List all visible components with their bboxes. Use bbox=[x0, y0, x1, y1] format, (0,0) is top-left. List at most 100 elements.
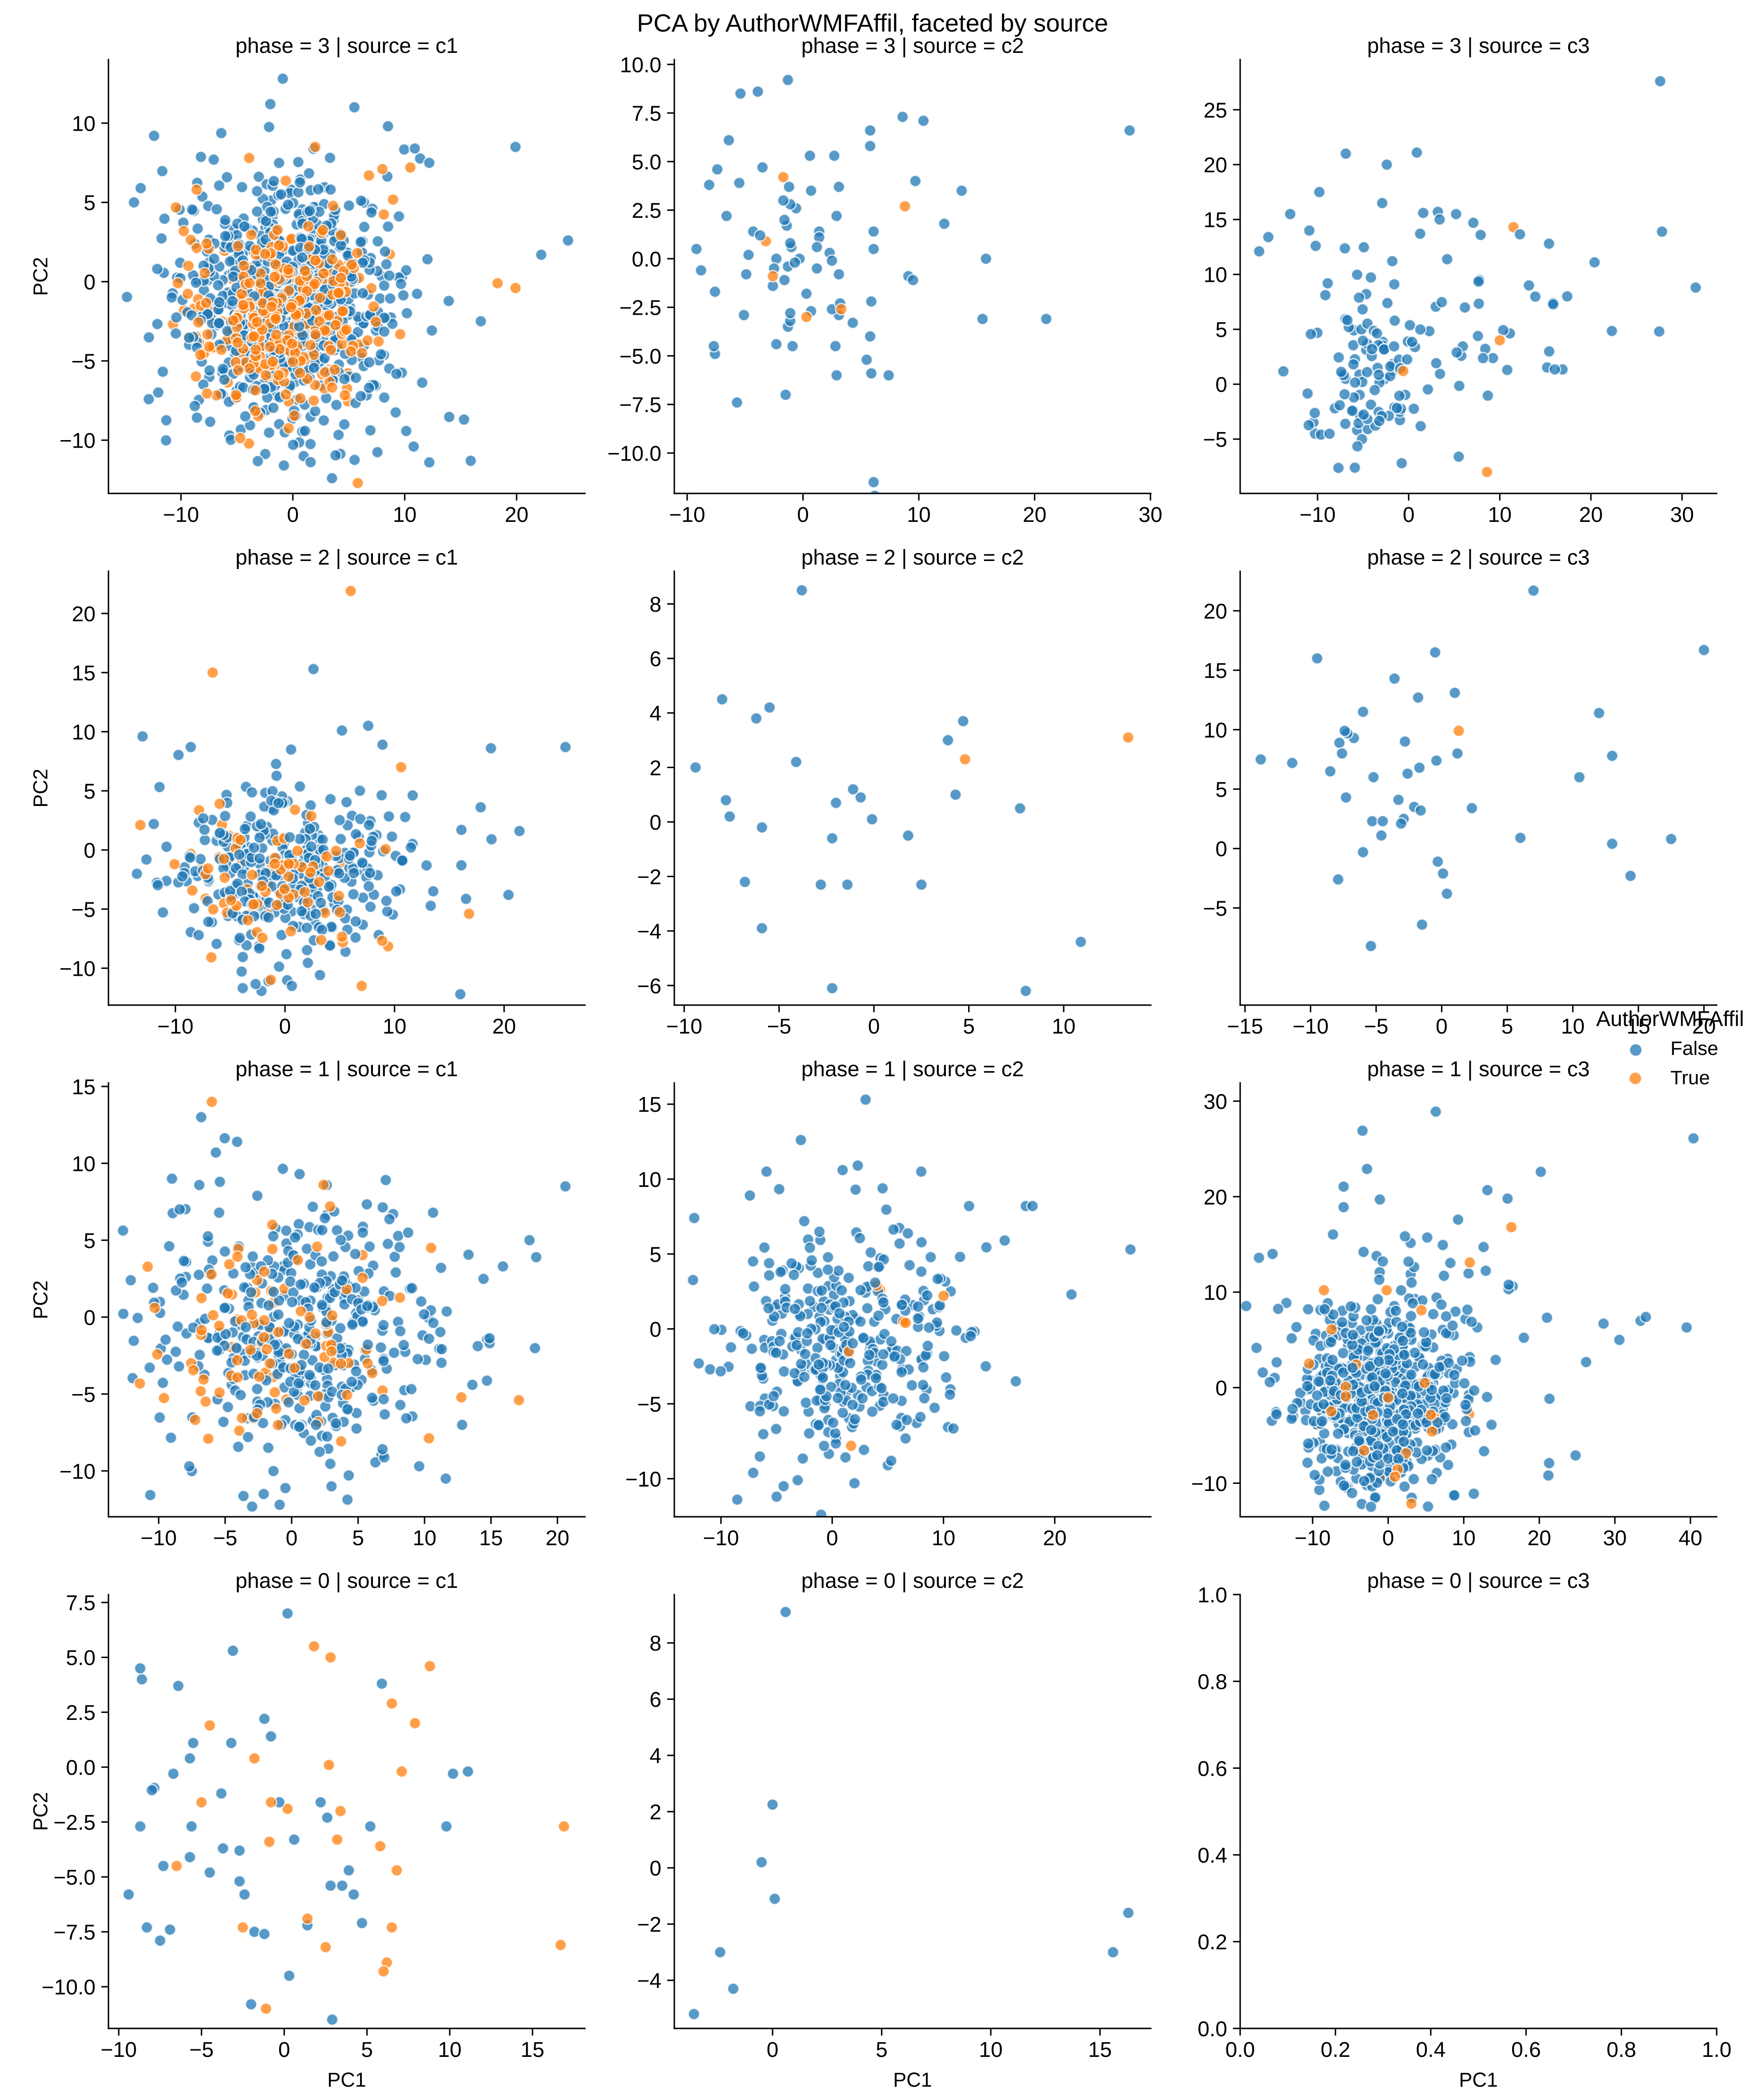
svg-text:20: 20 bbox=[1527, 1527, 1551, 1550]
svg-text:7.5: 7.5 bbox=[632, 102, 661, 126]
svg-text:1.0: 1.0 bbox=[1197, 1583, 1227, 1607]
svg-text:0.6: 0.6 bbox=[1511, 2038, 1541, 2062]
svg-text:−10.0: −10.0 bbox=[608, 442, 661, 466]
svg-text:15: 15 bbox=[72, 661, 96, 685]
svg-text:PC2: PC2 bbox=[29, 1280, 52, 1319]
svg-text:phase = 2 | source = c1: phase = 2 | source = c1 bbox=[236, 546, 458, 569]
svg-text:−10: −10 bbox=[669, 503, 705, 527]
svg-text:0: 0 bbox=[649, 811, 661, 834]
svg-text:2: 2 bbox=[649, 1801, 661, 1824]
svg-text:10: 10 bbox=[1052, 1015, 1075, 1038]
svg-text:25: 25 bbox=[1204, 99, 1227, 122]
svg-text:−10: −10 bbox=[60, 429, 96, 453]
svg-text:−5: −5 bbox=[767, 1015, 791, 1038]
svg-text:0: 0 bbox=[278, 2038, 290, 2062]
svg-text:0.0: 0.0 bbox=[632, 248, 661, 271]
svg-text:20: 20 bbox=[72, 602, 96, 626]
svg-text:−7.5: −7.5 bbox=[619, 393, 661, 417]
svg-text:5: 5 bbox=[352, 1527, 364, 1550]
svg-text:5: 5 bbox=[876, 2038, 888, 2062]
svg-text:10: 10 bbox=[72, 112, 96, 136]
svg-text:6: 6 bbox=[649, 648, 661, 671]
svg-text:PC2: PC2 bbox=[29, 257, 52, 296]
svg-text:10: 10 bbox=[932, 1527, 955, 1550]
svg-text:−10: −10 bbox=[666, 1015, 702, 1038]
svg-text:20: 20 bbox=[1204, 600, 1227, 623]
svg-text:40: 40 bbox=[1678, 1527, 1702, 1550]
svg-text:−5: −5 bbox=[71, 1383, 96, 1407]
svg-text:1.0: 1.0 bbox=[1702, 2038, 1732, 2062]
svg-text:0: 0 bbox=[649, 1857, 661, 1880]
svg-text:−4: −4 bbox=[637, 920, 661, 944]
svg-text:10: 10 bbox=[1204, 1281, 1227, 1305]
svg-text:−5: −5 bbox=[1203, 897, 1227, 921]
svg-text:5: 5 bbox=[84, 1229, 96, 1253]
svg-text:−10: −10 bbox=[60, 957, 96, 981]
svg-text:15: 15 bbox=[638, 1093, 661, 1117]
svg-text:30: 30 bbox=[1204, 1090, 1227, 1114]
svg-text:10: 10 bbox=[72, 1152, 96, 1176]
svg-text:0.2: 0.2 bbox=[1321, 2038, 1350, 2062]
svg-text:phase = 0 | source = c2: phase = 0 | source = c2 bbox=[801, 1569, 1024, 1593]
svg-text:10: 10 bbox=[1204, 719, 1227, 742]
svg-text:10: 10 bbox=[72, 721, 96, 744]
svg-text:20: 20 bbox=[492, 1015, 516, 1038]
svg-text:10: 10 bbox=[438, 2038, 461, 2062]
svg-text:−2: −2 bbox=[637, 1913, 661, 1937]
svg-text:−2.5: −2.5 bbox=[53, 1811, 96, 1835]
svg-text:PCA by AuthorWMFAffil, faceted: PCA by AuthorWMFAffil, faceted by source bbox=[637, 9, 1108, 37]
svg-text:0.8: 0.8 bbox=[1606, 2038, 1636, 2062]
svg-text:5.0: 5.0 bbox=[66, 1647, 96, 1670]
svg-text:0: 0 bbox=[84, 1306, 96, 1330]
svg-text:5: 5 bbox=[1215, 318, 1227, 342]
svg-text:0: 0 bbox=[286, 1527, 298, 1550]
svg-text:5: 5 bbox=[84, 780, 96, 803]
svg-text:phase = 2 | source = c2: phase = 2 | source = c2 bbox=[801, 546, 1024, 569]
svg-text:phase = 1 | source = c3: phase = 1 | source = c3 bbox=[1367, 1058, 1590, 1081]
svg-text:0: 0 bbox=[797, 503, 809, 527]
svg-text:15: 15 bbox=[1088, 2038, 1112, 2062]
svg-text:20: 20 bbox=[1204, 1186, 1227, 1209]
svg-text:2: 2 bbox=[649, 757, 661, 780]
svg-text:15: 15 bbox=[521, 2038, 544, 2062]
svg-text:−7.5: −7.5 bbox=[53, 1921, 96, 1944]
svg-text:0.8: 0.8 bbox=[1197, 1671, 1227, 1694]
svg-text:0.6: 0.6 bbox=[1197, 1757, 1227, 1781]
svg-text:−5.0: −5.0 bbox=[53, 1866, 96, 1890]
svg-text:0: 0 bbox=[84, 271, 96, 294]
svg-text:0: 0 bbox=[1215, 1377, 1227, 1400]
svg-text:5.0: 5.0 bbox=[632, 151, 661, 174]
svg-text:4: 4 bbox=[649, 1744, 661, 1768]
svg-text:7.5: 7.5 bbox=[66, 1591, 96, 1615]
svg-text:AuthorWMFAffil: AuthorWMFAffil bbox=[1596, 1007, 1744, 1031]
svg-text:20: 20 bbox=[1023, 503, 1046, 527]
svg-text:−10: −10 bbox=[1299, 503, 1335, 527]
svg-text:−15: −15 bbox=[1227, 1015, 1263, 1038]
svg-text:phase = 1 | source = c2: phase = 1 | source = c2 bbox=[801, 1058, 1024, 1081]
svg-text:−5: −5 bbox=[213, 1527, 237, 1550]
svg-text:10.0: 10.0 bbox=[620, 53, 661, 77]
svg-text:2.5: 2.5 bbox=[632, 199, 661, 223]
svg-text:10: 10 bbox=[638, 1168, 661, 1192]
svg-text:−10: −10 bbox=[157, 1015, 193, 1038]
svg-text:20: 20 bbox=[505, 503, 529, 527]
svg-text:15: 15 bbox=[1204, 208, 1227, 232]
svg-text:20: 20 bbox=[1579, 503, 1602, 527]
svg-text:5: 5 bbox=[1502, 1015, 1514, 1038]
svg-text:0.2: 0.2 bbox=[1197, 1931, 1227, 1954]
svg-text:0.0: 0.0 bbox=[1197, 2017, 1227, 2041]
svg-text:phase = 1 | source = c1: phase = 1 | source = c1 bbox=[236, 1058, 458, 1081]
svg-text:0.0: 0.0 bbox=[1225, 2038, 1255, 2062]
svg-text:−10.0: −10.0 bbox=[42, 1976, 96, 2000]
svg-text:0: 0 bbox=[826, 1527, 838, 1550]
svg-text:10: 10 bbox=[383, 1015, 406, 1038]
svg-text:8: 8 bbox=[649, 593, 661, 617]
svg-text:True: True bbox=[1670, 1067, 1710, 1089]
svg-text:−10: −10 bbox=[163, 503, 199, 527]
svg-text:5: 5 bbox=[649, 1243, 661, 1266]
svg-text:8: 8 bbox=[649, 1632, 661, 1655]
svg-text:0: 0 bbox=[649, 1318, 661, 1342]
svg-text:PC2: PC2 bbox=[29, 769, 52, 808]
svg-text:10: 10 bbox=[1452, 1527, 1475, 1550]
svg-text:0: 0 bbox=[868, 1015, 880, 1038]
